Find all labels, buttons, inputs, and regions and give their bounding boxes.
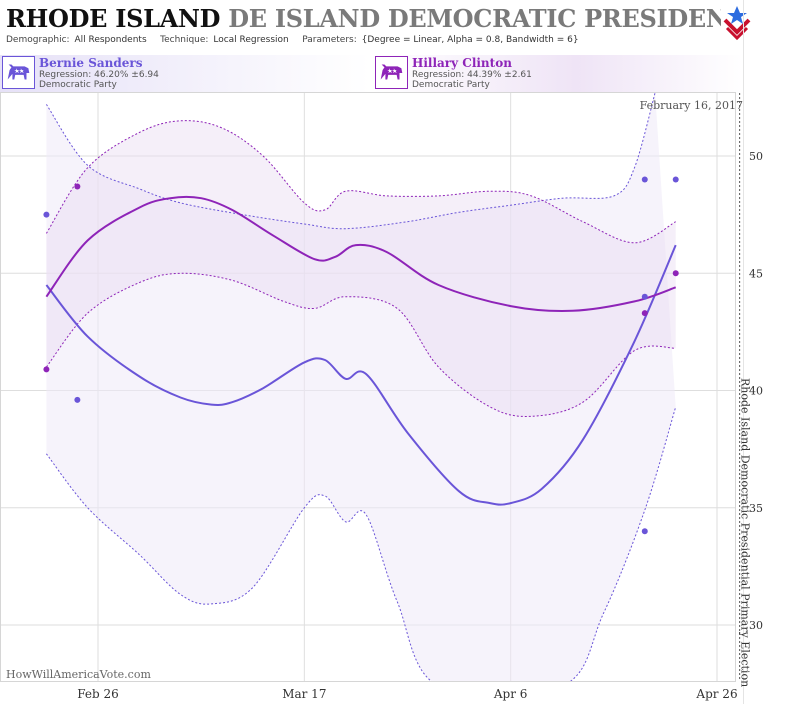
y-tick-label: 50: [749, 150, 763, 163]
donkey-icon: [2, 56, 35, 89]
hillary-clinton-regression-line: [45, 195, 677, 313]
candidate-party: Democratic Party: [39, 80, 117, 90]
plot-border: [0, 92, 736, 682]
chart-parameters: Demographic: All Respondents Technique: …: [6, 35, 581, 45]
bernie-sanders-regression-line: [45, 244, 677, 506]
regression-lines: [45, 93, 677, 681]
bernie-sanders-upper-bound: [45, 93, 656, 230]
hillary-clinton-poll-point: [43, 366, 50, 373]
bernie-sanders-poll-point: [672, 176, 679, 183]
bernie-sanders-poll-point: [641, 293, 648, 300]
right-border: [743, 0, 744, 704]
x-tick-label: Mar 17: [282, 687, 326, 701]
candidate-party: Democratic Party: [412, 80, 490, 90]
candidate-regression: Regression: 44.39% ±2.61: [412, 70, 532, 80]
bernie-sanders-poll-point: [43, 211, 50, 218]
event-label: Rhode Island Democratic Presidential Pri…: [739, 378, 752, 687]
chart-date-label: February 16, 2017: [640, 99, 743, 112]
y-tick-label: 45: [749, 267, 763, 280]
poll-points: [43, 176, 679, 535]
bernie-sanders-poll-point: [641, 176, 648, 183]
legend-sanders: Bernie Sanders Regression: 46.20% ±6.94 …: [0, 55, 370, 92]
candidate-legend: Bernie Sanders Regression: 46.20% ±6.94 …: [0, 55, 789, 92]
demographic-label: Demographic:: [6, 35, 70, 45]
candidate-name: Hillary Clinton: [412, 56, 512, 70]
technique-value: Local Regression: [213, 35, 289, 45]
bernie-sanders-poll-point: [641, 528, 648, 535]
parameters-label: Parameters:: [302, 35, 357, 45]
hillary-clinton-poll-point: [672, 270, 679, 277]
technique-label: Technique:: [160, 35, 209, 45]
page-title: RHODE ISLAND DE ISLAND DEMOCRATIC PRESID…: [6, 4, 721, 33]
hillary-clinton-lower-bound: [46, 272, 676, 417]
chart-header: RHODE ISLAND DE ISLAND DEMOCRATIC PRESID…: [0, 0, 789, 52]
legend-clinton: Hillary Clinton Regression: 44.39% ±2.61…: [373, 55, 743, 92]
title-election: DE ISLAND DEMOCRATIC PRESIDENTIAL PRIMA: [228, 4, 721, 33]
watermark: HowWillAmericaVote.com: [6, 668, 151, 681]
candidate-name: Bernie Sanders: [39, 56, 143, 70]
hillary-clinton-band: [46, 120, 676, 417]
parameters-value: {Degree = Linear, Alpha = 0.8, Bandwidth…: [361, 35, 579, 45]
demographic-value: All Respondents: [74, 35, 147, 45]
y-tick-label: 35: [749, 502, 763, 515]
y-tick-label: 40: [749, 385, 763, 398]
bernie-sanders-poll-point: [74, 396, 81, 403]
title-state: RHODE ISLAND: [6, 4, 221, 33]
bernie-sanders-band: [46, 93, 676, 681]
x-tick-label: Apr 26: [695, 687, 737, 701]
regression-chart: 30 35 40 45 50 Feb 26 Mar 17 Apr 6 Apr 26 Februar…: [0, 92, 763, 701]
x-tick-label: Apr 6: [493, 687, 528, 701]
hillary-clinton-poll-point: [641, 310, 648, 317]
donkey-icon: [375, 56, 408, 89]
site-logo-icon: [723, 6, 751, 41]
y-tick-label: 30: [749, 619, 763, 632]
candidate-regression: Regression: 46.20% ±6.94: [39, 70, 159, 80]
hillary-clinton-poll-point: [74, 183, 81, 190]
chart-labels: 30 35 40 45 50 Feb 26 Mar 17 Apr 6 Apr 26 Februar…: [6, 99, 763, 701]
hillary-clinton-upper-bound: [45, 120, 676, 244]
x-tick-label: Feb 26: [77, 687, 119, 701]
confidence-bands: [46, 93, 676, 681]
